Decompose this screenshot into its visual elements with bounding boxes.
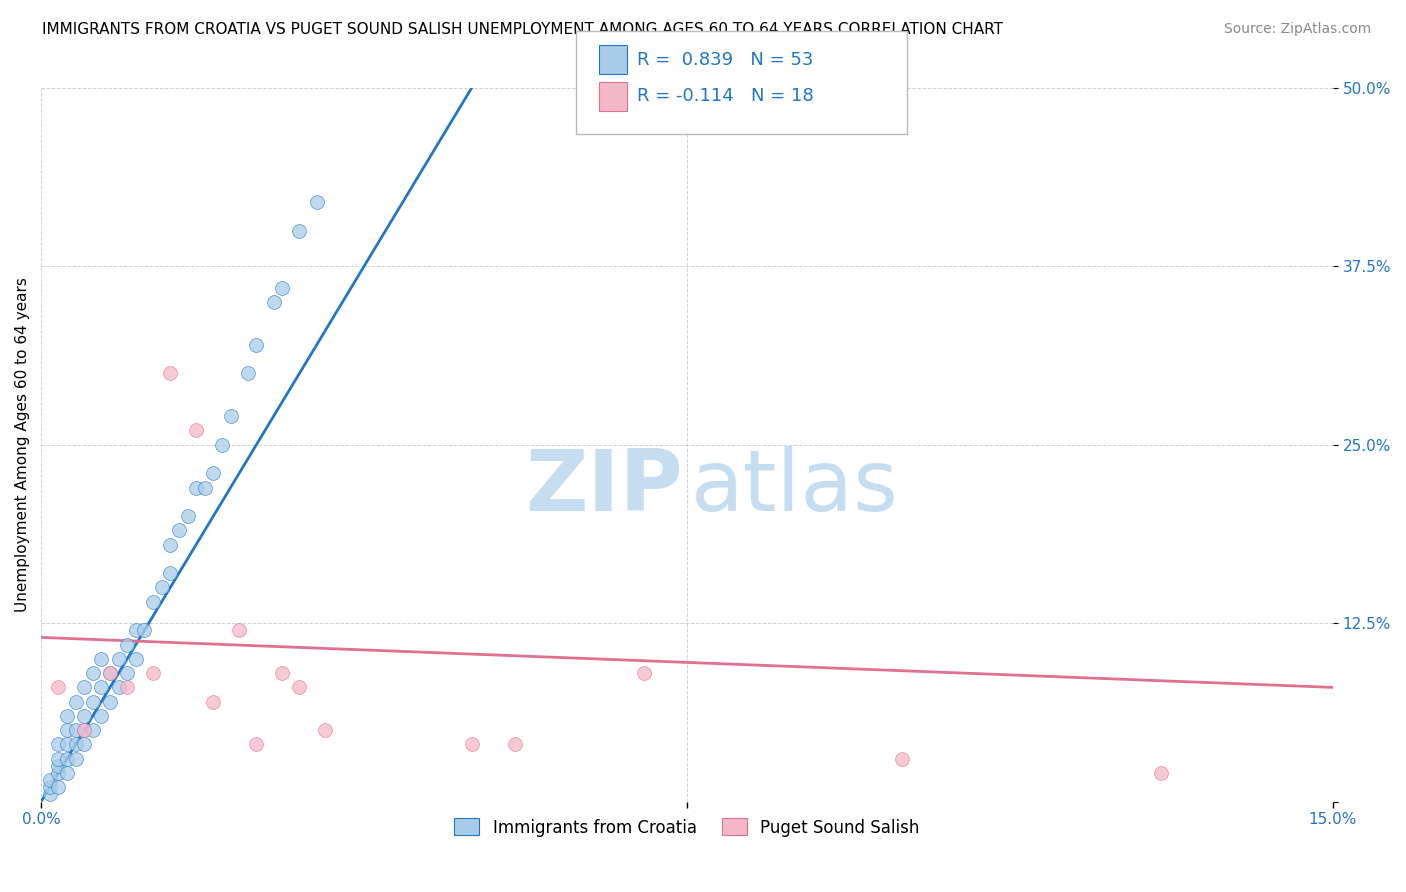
Point: [82, 723, 104, 738]
Point: [98, 695, 121, 709]
Y-axis label: Unemployment Among Ages 60 to 64 years: Unemployment Among Ages 60 to 64 years: [15, 277, 30, 612]
Point: [150, 581, 173, 595]
Point: [38, 773, 60, 788]
Point: [65, 738, 87, 752]
Point: [46, 780, 69, 795]
Point: [46, 738, 69, 752]
Point: [142, 666, 165, 681]
Point: [202, 695, 225, 709]
Point: [891, 752, 914, 766]
Text: IMMIGRANTS FROM CROATIA VS PUGET SOUND SALISH UNEMPLOYMENT AMONG AGES 60 TO 64 Y: IMMIGRANTS FROM CROATIA VS PUGET SOUND S…: [42, 22, 1002, 37]
Point: [211, 438, 233, 452]
Point: [38, 788, 60, 802]
Point: [219, 409, 242, 424]
Point: [65, 695, 87, 709]
Point: [194, 481, 217, 495]
Point: [73, 723, 96, 738]
Point: [38, 780, 60, 795]
Point: [288, 681, 311, 695]
Text: atlas: atlas: [690, 446, 898, 529]
Point: [56, 752, 79, 766]
Text: Source: ZipAtlas.com: Source: ZipAtlas.com: [1223, 22, 1371, 37]
Point: [159, 538, 181, 552]
Point: [56, 723, 79, 738]
Text: R =  0.839   N = 53: R = 0.839 N = 53: [637, 51, 813, 69]
Point: [73, 681, 96, 695]
Point: [115, 638, 138, 652]
Text: R = -0.114   N = 18: R = -0.114 N = 18: [637, 87, 814, 105]
Point: [115, 666, 138, 681]
Point: [1149, 766, 1171, 780]
Point: [134, 624, 156, 638]
Point: [202, 467, 225, 481]
Point: [65, 752, 87, 766]
Point: [56, 766, 79, 780]
Point: [46, 752, 69, 766]
Point: [314, 723, 336, 738]
Point: [73, 723, 96, 738]
Point: [245, 738, 267, 752]
Point: [184, 481, 207, 495]
Point: [245, 338, 267, 352]
Point: [263, 295, 285, 310]
Point: [46, 766, 69, 780]
Point: [90, 652, 112, 666]
Point: [90, 709, 112, 723]
Point: [125, 652, 148, 666]
Point: [65, 723, 87, 738]
Point: [98, 666, 121, 681]
Legend: Immigrants from Croatia, Puget Sound Salish: Immigrants from Croatia, Puget Sound Sal…: [447, 812, 927, 843]
Point: [46, 681, 69, 695]
Point: [236, 367, 259, 381]
Point: [460, 738, 482, 752]
Point: [90, 681, 112, 695]
Point: [82, 695, 104, 709]
Point: [228, 624, 250, 638]
Text: ZIP: ZIP: [526, 446, 683, 529]
Point: [503, 738, 526, 752]
Point: [159, 566, 181, 581]
Point: [56, 709, 79, 723]
Point: [271, 666, 294, 681]
Point: [305, 195, 328, 210]
Point: [73, 738, 96, 752]
Point: [142, 595, 165, 609]
Point: [288, 224, 311, 238]
Point: [125, 624, 148, 638]
Point: [82, 666, 104, 681]
Point: [46, 759, 69, 773]
Point: [98, 666, 121, 681]
Point: [633, 666, 655, 681]
Point: [56, 738, 79, 752]
Point: [107, 652, 129, 666]
Point: [115, 681, 138, 695]
Point: [107, 681, 129, 695]
Point: [167, 524, 190, 538]
Point: [271, 281, 294, 295]
Point: [184, 424, 207, 438]
Point: [73, 709, 96, 723]
Point: [176, 509, 198, 524]
Point: [159, 367, 181, 381]
